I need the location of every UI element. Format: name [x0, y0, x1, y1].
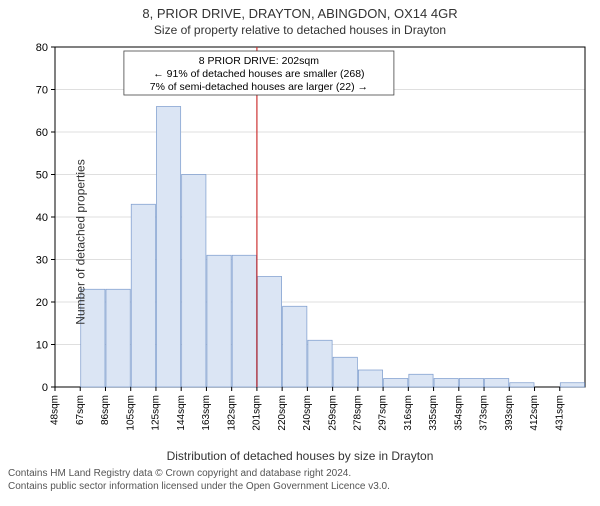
svg-text:125sqm: 125sqm	[151, 395, 162, 431]
svg-text:240sqm: 240sqm	[302, 395, 313, 431]
footer-attribution: Contains HM Land Registry data © Crown c…	[0, 463, 600, 493]
svg-text:201sqm: 201sqm	[252, 395, 263, 431]
svg-text:30: 30	[36, 255, 48, 267]
svg-text:278sqm: 278sqm	[352, 395, 363, 431]
svg-text:412sqm: 412sqm	[529, 395, 540, 431]
svg-text:259sqm: 259sqm	[327, 395, 338, 431]
svg-text:297sqm: 297sqm	[378, 395, 389, 431]
svg-text:431sqm: 431sqm	[554, 395, 565, 431]
svg-text:8 PRIOR DRIVE: 202sqm: 8 PRIOR DRIVE: 202sqm	[199, 55, 319, 67]
svg-text:182sqm: 182sqm	[226, 395, 237, 431]
svg-text:7% of semi-detached houses are: 7% of semi-detached houses are larger (2…	[150, 81, 368, 93]
svg-text:335sqm: 335sqm	[428, 395, 439, 431]
svg-text:10: 10	[36, 340, 48, 352]
svg-text:354sqm: 354sqm	[453, 395, 464, 431]
x-axis-caption: Distribution of detached houses by size …	[0, 449, 600, 463]
svg-text:← 91% of detached houses are s: ← 91% of detached houses are smaller (26…	[153, 68, 364, 80]
chart-title-sub: Size of property relative to detached ho…	[0, 23, 600, 37]
svg-text:40: 40	[36, 212, 48, 224]
svg-text:50: 50	[36, 170, 48, 182]
svg-text:70: 70	[36, 85, 48, 97]
svg-text:20: 20	[36, 297, 48, 309]
svg-text:60: 60	[36, 127, 48, 139]
svg-text:105sqm: 105sqm	[125, 395, 136, 431]
y-axis-label: Number of detached properties	[74, 159, 88, 324]
histogram-chart: 0 10 20 30 40 50 60 70 80 48sqm 67sqm 86sqm 105sqm 12…	[0, 37, 600, 447]
svg-text:316sqm: 316sqm	[403, 395, 414, 431]
svg-text:48sqm: 48sqm	[50, 395, 61, 425]
svg-text:80: 80	[36, 42, 48, 54]
svg-text:220sqm: 220sqm	[277, 395, 288, 431]
svg-text:393sqm: 393sqm	[504, 395, 515, 431]
svg-text:67sqm: 67sqm	[75, 395, 86, 425]
chart-container: Number of detached properties 0 10 20 30 40 5…	[0, 37, 600, 447]
svg-text:86sqm: 86sqm	[100, 395, 111, 425]
svg-text:163sqm: 163sqm	[201, 395, 212, 431]
svg-text:0: 0	[42, 382, 48, 394]
svg-text:373sqm: 373sqm	[479, 395, 490, 431]
footer-line-1: Contains HM Land Registry data © Crown c…	[8, 467, 592, 480]
chart-title-main: 8, PRIOR DRIVE, DRAYTON, ABINGDON, OX14 …	[0, 6, 600, 21]
footer-line-2: Contains public sector information licen…	[8, 480, 592, 493]
svg-text:144sqm: 144sqm	[176, 395, 187, 431]
